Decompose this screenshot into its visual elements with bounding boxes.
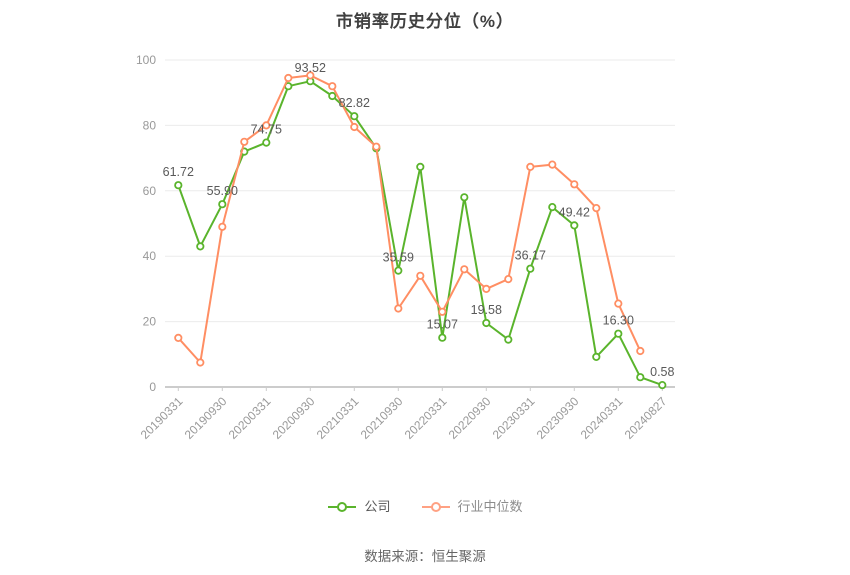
svg-text:20220331: 20220331	[402, 394, 450, 442]
svg-text:35.59: 35.59	[383, 251, 414, 265]
svg-text:20240827: 20240827	[622, 394, 670, 442]
chart-title: 市销率历史分位（%）	[335, 12, 515, 31]
svg-text:20200930: 20200930	[270, 394, 318, 442]
data-source-text: 数据来源：恒生聚源	[364, 549, 486, 564]
svg-text:82.82: 82.82	[339, 96, 370, 110]
svg-text:15.07: 15.07	[427, 318, 458, 332]
svg-text:60: 60	[143, 184, 157, 198]
svg-text:49.42: 49.42	[559, 205, 590, 219]
svg-text:20230930: 20230930	[534, 394, 582, 442]
svg-text:61.72: 61.72	[163, 165, 194, 179]
svg-text:19.58: 19.58	[471, 303, 502, 317]
svg-text:40: 40	[143, 249, 157, 263]
svg-text:20230331: 20230331	[490, 394, 538, 442]
svg-text:20220930: 20220930	[446, 394, 494, 442]
legend-item-company[interactable]: 公司	[327, 499, 391, 514]
legend-item-industry-median[interactable]: 行业中位数	[421, 500, 523, 514]
svg-text:74.75: 74.75	[251, 123, 282, 137]
chart-legend: 公司 行业中位数	[0, 500, 850, 514]
svg-text:93.52: 93.52	[295, 61, 326, 75]
svg-text:0: 0	[149, 380, 156, 394]
svg-text:100: 100	[136, 53, 156, 67]
svg-text:16.30: 16.30	[603, 314, 634, 328]
svg-text:0.58: 0.58	[650, 365, 674, 379]
svg-text:20200331: 20200331	[226, 394, 274, 442]
svg-text:20190930: 20190930	[182, 394, 230, 442]
svg-text:20240331: 20240331	[578, 394, 626, 442]
svg-text:20: 20	[143, 315, 157, 329]
industry-median-line-marker-icon	[421, 502, 450, 512]
svg-text:36.17: 36.17	[515, 249, 546, 263]
svg-text:20210331: 20210331	[314, 394, 362, 442]
svg-text:20190331: 20190331	[138, 394, 186, 442]
svg-text:80: 80	[143, 118, 157, 132]
legend-label-industry-median: 行业中位数	[457, 499, 523, 514]
ps-ratio-percentile-line-chart: 0 20 40 60 80 100 2019033120190930202003312020…	[136, 53, 675, 442]
svg-text:55.90: 55.90	[207, 184, 238, 198]
company-line-marker-icon	[328, 502, 357, 512]
svg-text:20210930: 20210930	[358, 394, 406, 442]
legend-label-company: 公司	[364, 499, 391, 514]
